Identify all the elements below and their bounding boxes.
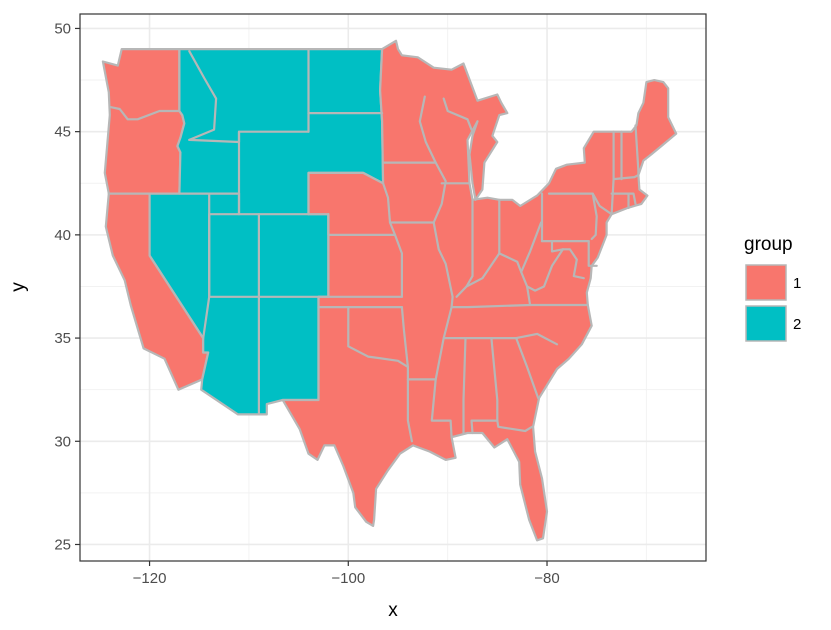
y-tick-label: 50 bbox=[54, 20, 71, 37]
state-border bbox=[317, 306, 413, 443]
state-border bbox=[634, 124, 640, 177]
state-border bbox=[496, 419, 534, 433]
state-border bbox=[388, 95, 447, 224]
state-border bbox=[465, 198, 474, 288]
state-border bbox=[188, 50, 218, 141]
x-tick-label: −100 bbox=[331, 570, 365, 587]
state-border bbox=[462, 337, 467, 435]
state-border bbox=[327, 213, 397, 236]
state-border bbox=[382, 182, 403, 298]
state-border bbox=[450, 303, 589, 309]
legend-label-1: 1 bbox=[793, 275, 801, 292]
y-axis-title: y bbox=[8, 282, 29, 292]
state-borders-layer bbox=[107, 48, 640, 443]
state-border bbox=[550, 240, 585, 280]
y-tick-label: 25 bbox=[54, 536, 71, 553]
legend-key-2 bbox=[745, 305, 787, 342]
panel-border bbox=[79, 13, 707, 562]
x-tick-label: −120 bbox=[133, 570, 167, 587]
x-tick-label: −80 bbox=[534, 570, 559, 587]
state-border bbox=[430, 221, 454, 439]
state-border bbox=[400, 306, 409, 369]
state-border bbox=[610, 178, 615, 216]
legend-title: group bbox=[744, 234, 793, 255]
state-border bbox=[108, 105, 181, 121]
state-border bbox=[442, 97, 473, 131]
state-border bbox=[590, 192, 598, 241]
y-axis: 25 30 35 40 45 50 bbox=[54, 20, 80, 553]
state-border bbox=[547, 192, 613, 216]
y-tick-label: 30 bbox=[54, 433, 71, 450]
legend-label-2: 2 bbox=[793, 316, 801, 333]
x-axis-title: x bbox=[388, 600, 398, 621]
x-axis: −120 −100 −80 bbox=[133, 561, 560, 587]
y-tick-label: 35 bbox=[54, 330, 71, 347]
y-tick-label: 45 bbox=[54, 124, 71, 141]
state-border bbox=[610, 192, 637, 205]
state-border bbox=[520, 192, 544, 274]
legend-key-1 bbox=[745, 264, 787, 301]
legend: group 1 2 bbox=[744, 234, 801, 342]
y-tick-label: 40 bbox=[54, 227, 71, 244]
state-border bbox=[202, 192, 211, 340]
group-1-region bbox=[281, 39, 678, 542]
state-border bbox=[587, 240, 598, 267]
state-border bbox=[526, 248, 564, 292]
state-border bbox=[455, 252, 532, 307]
state-border bbox=[515, 337, 540, 399]
